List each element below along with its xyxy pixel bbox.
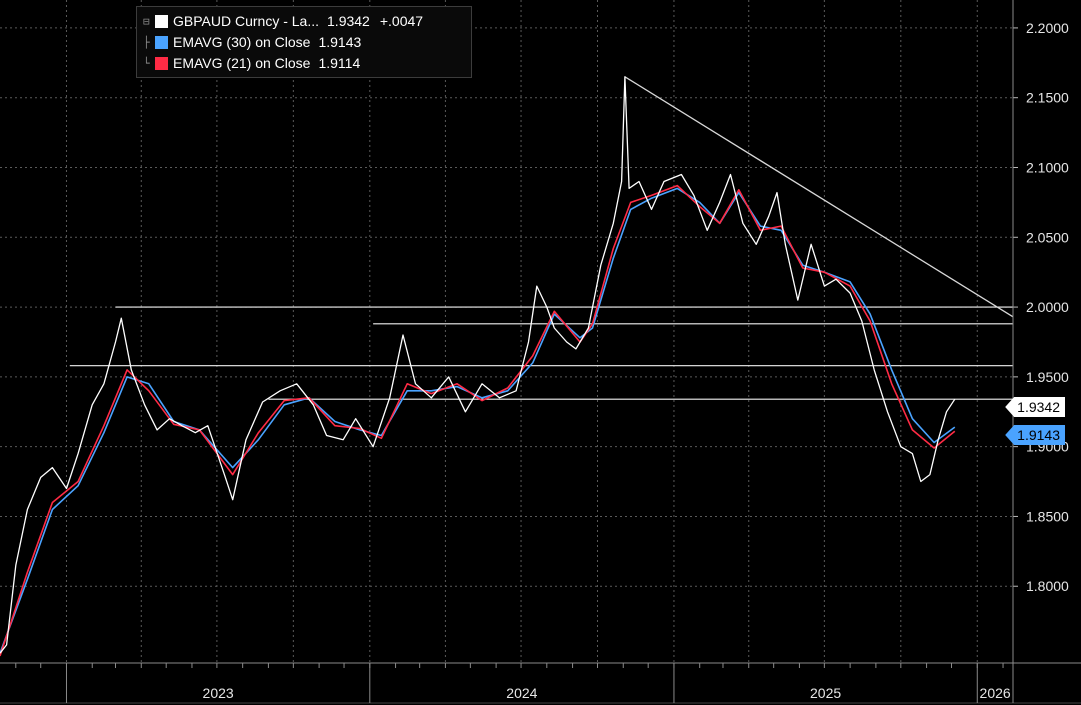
y-tick-label: 2.2000 [1026, 20, 1069, 36]
y-tick-label: 1.8500 [1026, 508, 1069, 524]
tree-branch-icon: ├ [143, 35, 150, 49]
legend-price-change: +.0047 [379, 13, 424, 29]
x-tick-label: 2023 [203, 685, 234, 701]
ema21-swatch [155, 56, 168, 70]
trendline-layer [624, 76, 1014, 318]
x-tick-label: 2025 [810, 685, 841, 701]
series-layer [0, 76, 956, 657]
y-tick-label: 1.9500 [1026, 369, 1069, 385]
y-tick-label: 2.1000 [1026, 159, 1069, 175]
legend-price-name: GBPAUD Curncy - La... [173, 13, 320, 29]
legend-ema30-name: EMAVG (30) on Close [173, 34, 311, 50]
tree-branch-icon: └ [143, 56, 150, 70]
chart-legend: ⊟ GBPAUD Curncy - La... 1.9342 +.0047 ├ … [136, 6, 472, 78]
legend-ema21-value: 1.9114 [318, 55, 361, 71]
legend-entry-ema21[interactable]: └ EMAVG (21) on Close 1.9114 [143, 53, 360, 73]
collapse-icon[interactable]: ⊟ [143, 14, 150, 28]
price-swatch [155, 14, 168, 28]
y-tick-label: 2.1500 [1026, 90, 1069, 106]
trendline [624, 76, 1014, 318]
horizontal-levels [69, 306, 1013, 400]
x-tick-label: 2026 [980, 685, 1011, 701]
x-tick-label: 2024 [506, 685, 537, 701]
ema30-price-tag: 1.9143 [1005, 425, 1065, 445]
ema30-swatch [155, 35, 168, 49]
y-tick-label: 1.8000 [1026, 578, 1069, 594]
legend-ema21-name: EMAVG (21) on Close [173, 55, 311, 71]
legend-price-last: 1.9342 [327, 13, 370, 29]
legend-ema30-value: 1.9143 [318, 34, 362, 50]
last-price-tag: 1.9342 [1005, 397, 1065, 417]
legend-entry-ema30[interactable]: ├ EMAVG (30) on Close 1.9143 [143, 32, 361, 52]
price-series-line [0, 76, 956, 654]
y-tick-label: 2.0000 [1026, 299, 1069, 315]
legend-entry-price[interactable]: ⊟ GBPAUD Curncy - La... 1.9342 +.0047 [143, 11, 423, 31]
y-tick-label: 2.0500 [1026, 229, 1069, 245]
